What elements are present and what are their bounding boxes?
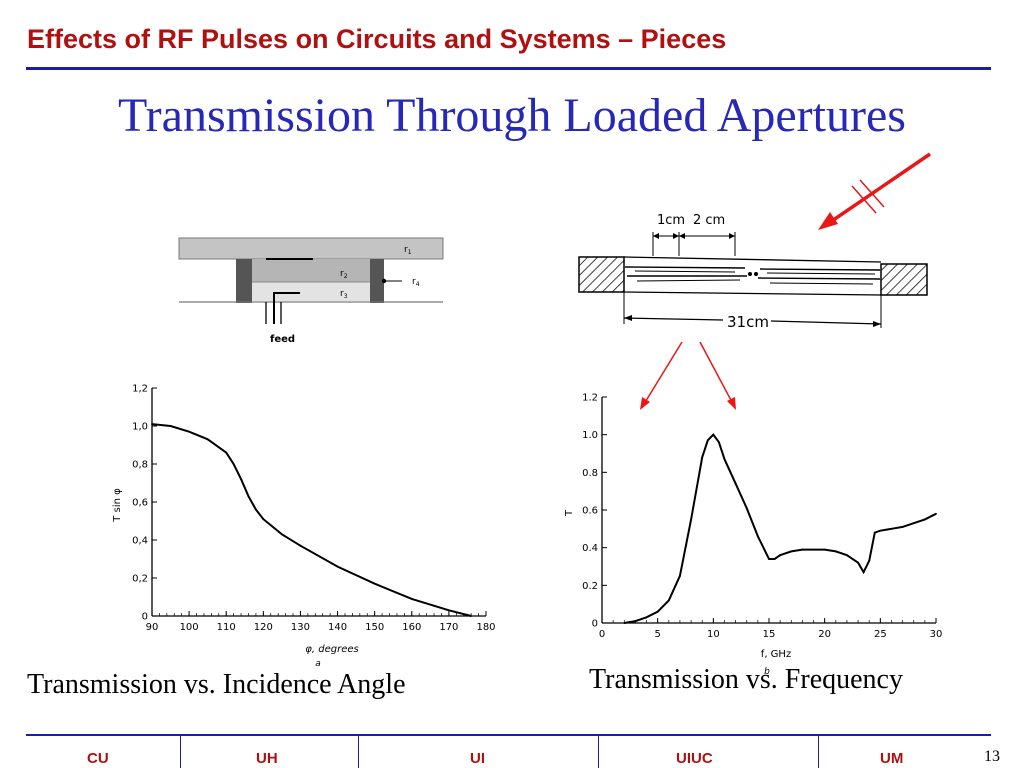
x-tick-label: 110: [217, 622, 236, 633]
x-tick-label: 130: [291, 622, 310, 633]
header-title: Effects of RF Pulses on Circuits and Sys…: [27, 24, 727, 54]
r4-label: r4: [412, 277, 420, 288]
frequency-y-axis-label: T: [564, 509, 575, 517]
y-tick-label: 1.0: [582, 430, 598, 441]
y-tick-label: 0: [592, 619, 598, 630]
slot-diagram: 1cm 2 cm 31cm: [578, 213, 928, 331]
x-tick-label: 160: [402, 622, 421, 633]
y-tick-label: 1.2: [582, 393, 598, 404]
angle-x-axis-label: φ, degrees: [305, 644, 358, 655]
frequency-series-line: [624, 433, 937, 624]
footer-separator: [180, 736, 181, 768]
footer-item-uh: UH: [256, 750, 278, 767]
chart-frequency: 0 0.2 0.4 0.6 0.8 1.0 1.2 0 5 10 15 20 25 30 f, GHz b…: [564, 393, 943, 678]
x-tick-label: 10: [707, 629, 720, 640]
y-tick-label: 1,2: [132, 384, 148, 395]
footer-item-ui: UI: [470, 750, 485, 767]
dim-1cm-label: 1cm: [657, 213, 685, 228]
x-tick-label: 150: [365, 622, 384, 633]
x-tick-label: 90: [146, 622, 159, 633]
footer-item-cu: CU: [87, 750, 109, 767]
x-tick-label: 0: [599, 629, 605, 640]
y-tick-label: 0,8: [132, 460, 148, 471]
footer-separator: [818, 736, 819, 768]
slide-title: Transmission Through Loaded Apertures: [118, 89, 906, 142]
feed-label: feed: [270, 334, 295, 345]
x-tick-label: 25: [874, 629, 887, 640]
r1-label: r1: [404, 245, 412, 256]
page-number: 13: [984, 748, 1000, 765]
y-tick-label: 0.6: [582, 506, 598, 517]
r2-label: r2: [340, 269, 348, 280]
dim-2cm-label: 2 cm: [693, 213, 725, 228]
x-tick-label: 180: [476, 622, 495, 633]
angle-y-axis-label: T sin φ: [112, 488, 123, 523]
angle-series-line: [151, 423, 472, 617]
x-tick-label: 100: [180, 622, 199, 633]
x-tick-label: 15: [763, 629, 776, 640]
dim-31cm-label: 31cm: [727, 313, 769, 331]
y-tick-label: 0.4: [582, 543, 598, 554]
footer-separator: [598, 736, 599, 768]
header-rule: [26, 67, 991, 70]
footer-separator: [358, 736, 359, 768]
y-tick-label: 0,2: [132, 574, 148, 585]
y-tick-label: 1,0: [132, 422, 148, 433]
footer-rule: [26, 734, 991, 736]
x-tick-label: 170: [439, 622, 458, 633]
y-tick-label: 0: [142, 612, 148, 623]
y-tick-label: 0,4: [132, 536, 148, 547]
footer-item-um: UM: [880, 750, 904, 767]
caption-frequency: Transmission vs. Frequency: [589, 664, 903, 695]
x-tick-label: 30: [930, 629, 943, 640]
caption-angle: Transmission vs. Incidence Angle: [27, 669, 406, 700]
x-tick-label: 5: [654, 629, 660, 640]
y-tick-label: 0,6: [132, 498, 148, 509]
r3-label: r3: [340, 289, 348, 300]
x-tick-label: 120: [254, 622, 273, 633]
x-tick-label: 140: [328, 622, 347, 633]
aperture-diagram: r1 r2 r3 r4 feed: [178, 237, 444, 345]
footer-item-uiuc: UIUC: [676, 750, 713, 767]
frequency-x-axis-label: f, GHz: [761, 649, 791, 660]
angle-sublabel: a: [315, 659, 321, 669]
frequency-sublabel: b: [764, 667, 770, 677]
chart-angle: 0 0,2 0,4 0,6 0,8 1,0 1,2 90 100 110 120 130 140 150 1…: [112, 384, 496, 670]
y-tick-label: 0.2: [582, 581, 598, 592]
y-tick-label: 0.8: [582, 468, 598, 479]
x-tick-label: 20: [818, 629, 831, 640]
